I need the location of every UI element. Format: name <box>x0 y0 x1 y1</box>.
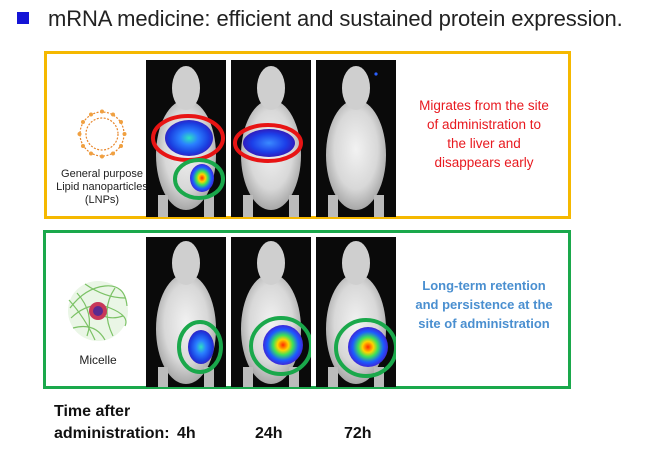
micelle-caption: Micelle <box>79 353 117 367</box>
lnp-mouse-4h-image <box>146 60 226 217</box>
micelle-mouse-4h-image <box>146 237 226 387</box>
lnp-caption-line: General purpose <box>61 168 143 180</box>
micelle-description: Long-term retention and persistence at t… <box>398 276 570 333</box>
lnp-caption: General purpose Lipid nanoparticles (LNP… <box>56 168 148 207</box>
lnp-mouse-72h-image <box>316 60 396 217</box>
micelle-description-line: Long-term retention <box>422 278 546 293</box>
lnp-description: Migrates from the site of administration… <box>398 96 570 172</box>
micelle-description-line: and persistence at the <box>415 297 553 312</box>
title-bullet <box>17 12 29 24</box>
time-label-line1: Time after <box>54 403 131 420</box>
lnp-description-line: of administration to <box>426 117 542 132</box>
micelle-mouse-24h-image <box>231 237 311 387</box>
time-72h: 72h <box>344 425 372 442</box>
lnp-description-line: Migrates from the site <box>419 98 549 113</box>
time-24h: 24h <box>255 425 283 442</box>
lnp-description-line: disappears early <box>434 155 534 170</box>
lnp-panel <box>44 51 571 219</box>
time-4h: 4h <box>177 425 196 442</box>
lnp-description-line: the liver and <box>447 136 521 151</box>
page-title: mRNA medicine: efficient and sustained p… <box>48 6 623 31</box>
micelle-icon <box>68 281 128 341</box>
micelle-description-line: site of administration <box>418 316 550 331</box>
lnp-mouse-24h-image <box>231 60 311 217</box>
lnp-caption-line: Lipid nanoparticles <box>56 181 148 193</box>
lipid-nanoparticle-icon <box>77 109 127 159</box>
lnp-caption-line: (LNPs) <box>84 194 120 206</box>
micelle-mouse-72h-image <box>316 237 396 387</box>
time-label-line2: administration: <box>54 425 170 442</box>
micelle-panel <box>43 230 571 389</box>
